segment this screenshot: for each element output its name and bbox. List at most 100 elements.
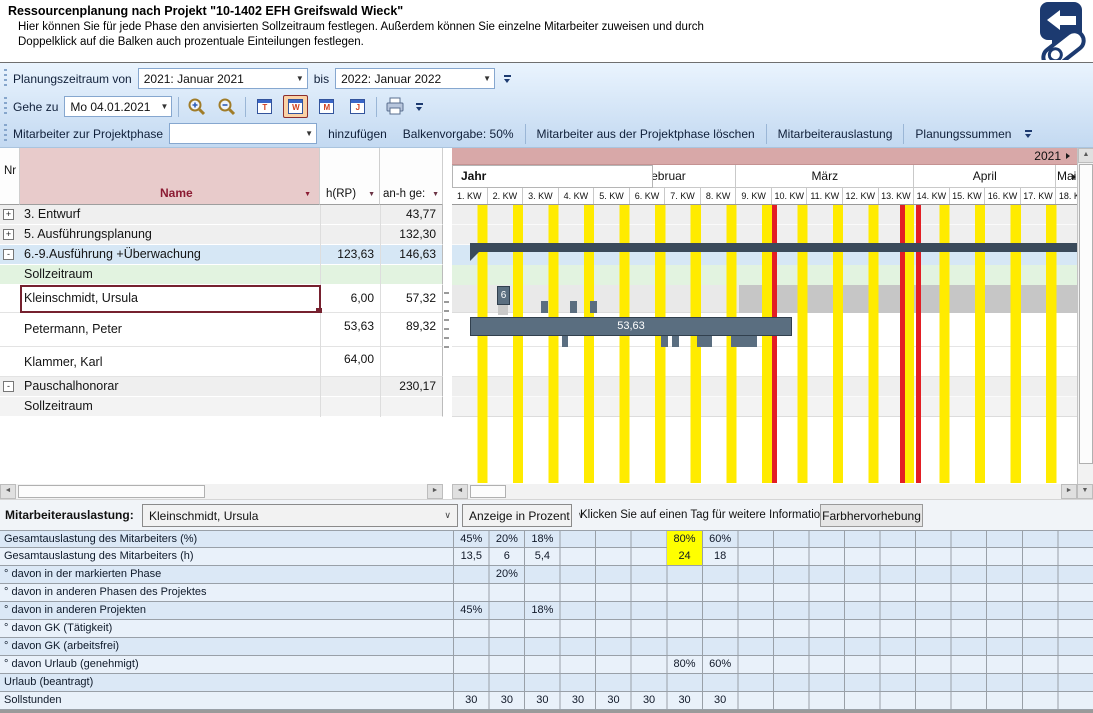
table-row[interactable]: Sollzeitraum bbox=[0, 265, 443, 285]
grid-header-anh[interactable]: an-h ge: ▼ bbox=[380, 148, 443, 205]
utilization-cell[interactable]: 30 bbox=[714, 694, 727, 706]
table-row[interactable]: Sollzeitraum bbox=[0, 397, 443, 417]
hscrollbar-thumb[interactable] bbox=[18, 485, 205, 498]
collapse-icon[interactable]: - bbox=[3, 381, 14, 392]
goto-date-select[interactable]: Mo 04.01.2021 ▼ bbox=[64, 96, 173, 117]
utilization-cell-highlighted[interactable]: 24 bbox=[667, 548, 702, 565]
zoom-out-button[interactable] bbox=[215, 96, 239, 118]
gantt-body[interactable]: 6 53,63 bbox=[452, 205, 1077, 483]
table-row[interactable]: Urlaub (beantragt) bbox=[0, 674, 1093, 692]
view-day-button[interactable]: T bbox=[252, 95, 277, 118]
utilization-cell[interactable]: 80% bbox=[673, 658, 696, 670]
planning-period-from-select[interactable]: 2021: Januar 2021 ▼ bbox=[137, 68, 308, 89]
utilization-cell[interactable]: 30 bbox=[571, 694, 585, 706]
utilization-cell[interactable]: 60% bbox=[709, 533, 732, 545]
table-row[interactable]: ° davon in anderen Phasen des Projektes bbox=[0, 584, 1093, 602]
zoom-in-button[interactable] bbox=[185, 96, 209, 118]
toolbar-overflow-icon[interactable] bbox=[413, 102, 425, 111]
phase-employee-select[interactable]: ▼ bbox=[169, 123, 318, 144]
utilization-cell[interactable]: 18% bbox=[531, 604, 554, 616]
gantt-week-band[interactable]: 1. KW 2. KW 3. KW 4. KW 5. KW 6. KW 7. KW 8. KW… bbox=[452, 188, 1077, 205]
collapse-icon[interactable]: - bbox=[3, 249, 14, 260]
vscrollbar-thumb[interactable] bbox=[1079, 164, 1093, 464]
utilization-cell[interactable]: 6 bbox=[503, 550, 510, 562]
toolbar-grip[interactable] bbox=[4, 123, 7, 144]
table-row[interactable]: - Pauschalhonorar 230,17 bbox=[0, 377, 443, 397]
delete-employee-button[interactable]: Mitarbeiter aus der Projektphase löschen bbox=[536, 126, 755, 141]
utilization-cell[interactable]: 18 bbox=[714, 550, 727, 562]
gantt-vscrollbar[interactable]: ▲ bbox=[1077, 148, 1093, 484]
toolbar-overflow-icon[interactable] bbox=[501, 74, 513, 83]
grid-header-hrp[interactable]: h(RP) ▼ bbox=[320, 148, 380, 205]
bar-default-button[interactable]: Balkenvorgabe: 50% bbox=[402, 126, 514, 141]
utilization-cell-highlighted[interactable]: 80% bbox=[667, 531, 702, 548]
hscrollbar-thumb[interactable] bbox=[470, 485, 506, 498]
utilization-cell[interactable]: 30 bbox=[465, 694, 478, 706]
timescale-jahr-overlay[interactable]: Jahr bbox=[452, 165, 653, 188]
expand-icon[interactable]: + bbox=[3, 209, 14, 220]
employee-utilization-button[interactable]: Mitarbeiterauslastung bbox=[777, 126, 893, 141]
table-row[interactable]: Gesamtauslastung des Mitarbeiters (%) 45… bbox=[0, 530, 1093, 548]
utilization-cell[interactable]: 5,4 bbox=[534, 550, 551, 562]
scroll-down-icon[interactable]: ▼ bbox=[1077, 484, 1093, 499]
utilization-cell[interactable]: 18% bbox=[531, 533, 554, 545]
table-row[interactable]: Gesamtauslastung des Mitarbeiters (h) 13… bbox=[0, 548, 1093, 566]
utilization-cell[interactable]: 20% bbox=[495, 533, 518, 545]
view-week-button[interactable]: W bbox=[283, 95, 309, 118]
grid-hscrollbar[interactable]: ◄ ► bbox=[0, 484, 443, 499]
splitter-handle[interactable] bbox=[444, 292, 449, 348]
phase-summary-bar[interactable] bbox=[470, 243, 1077, 252]
scroll-left-icon[interactable]: ◄ bbox=[452, 484, 468, 499]
expand-icon[interactable]: + bbox=[3, 229, 14, 240]
gantt-hscrollbar[interactable]: ◄ ► bbox=[452, 484, 1077, 499]
utilization-cell[interactable]: 20% bbox=[495, 568, 518, 580]
grid-header-nr[interactable]: Nr bbox=[0, 148, 20, 205]
utilization-cell[interactable]: 30 bbox=[500, 694, 513, 706]
print-button[interactable] bbox=[383, 96, 407, 118]
gantt-year-band[interactable]: 2021 bbox=[452, 148, 1077, 165]
kleinschmidt-hours-bar[interactable]: 6 bbox=[497, 286, 510, 305]
scroll-up-icon[interactable]: ▲ bbox=[1078, 148, 1093, 163]
view-month-button[interactable]: M bbox=[314, 95, 339, 118]
table-row[interactable]: Klammer, Karl 64,00 bbox=[0, 347, 443, 377]
scroll-right-icon[interactable] bbox=[1066, 153, 1070, 159]
table-row[interactable]: ° davon GK (arbeitsfrei) bbox=[0, 638, 1093, 656]
scroll-right-icon[interactable]: ► bbox=[1061, 484, 1077, 499]
utilization-cell[interactable]: 45% bbox=[460, 533, 483, 545]
table-row[interactable]: ° davon GK (Tätigkeit) bbox=[0, 620, 1093, 638]
display-mode-select[interactable]: Anzeige in Prozent ∨ bbox=[462, 504, 584, 527]
table-row[interactable]: Kleinschmidt, Ursula 6,00 57,32 bbox=[0, 285, 443, 314]
utilization-employee-select[interactable]: Kleinschmidt, Ursula ∨ bbox=[142, 504, 458, 527]
scroll-right-icon[interactable] bbox=[1072, 174, 1076, 180]
utilization-cell[interactable]: 13,5 bbox=[460, 550, 482, 562]
allocation-tick[interactable] bbox=[570, 301, 577, 313]
table-row[interactable]: ° davon in der markierten Phase 20% bbox=[0, 566, 1093, 584]
toolbar-grip[interactable] bbox=[4, 68, 7, 89]
table-row[interactable]: + 5. Ausführungsplanung 132,30 bbox=[0, 225, 443, 245]
table-row[interactable]: Petermann, Peter 53,63 89,32 bbox=[0, 313, 443, 347]
color-highlight-button[interactable]: Farbhervorhebung bbox=[820, 504, 923, 527]
planning-period-to-select[interactable]: 2022: Januar 2022 ▼ bbox=[335, 68, 496, 89]
name-filter-icon[interactable]: ▼ bbox=[304, 191, 311, 198]
table-row[interactable]: Sollstunden 30 30 30 30 30 30 30 30 bbox=[0, 692, 1093, 710]
allocation-tick[interactable] bbox=[672, 336, 679, 347]
petermann-hours-bar[interactable]: 53,63 bbox=[470, 317, 792, 336]
allocation-tick[interactable] bbox=[731, 336, 757, 347]
table-row[interactable]: ° davon in anderen Projekten 45% 18% bbox=[0, 602, 1093, 620]
utilization-cell[interactable]: 30 bbox=[536, 694, 549, 706]
view-year-button[interactable]: J bbox=[345, 95, 370, 118]
anh-filter-icon[interactable]: ▼ bbox=[432, 191, 439, 198]
toolbar-overflow-icon[interactable] bbox=[1022, 129, 1034, 138]
grid-header-name[interactable]: Name ▼ bbox=[20, 148, 320, 205]
planning-sums-button[interactable]: Planungssummen bbox=[915, 126, 1012, 141]
allocation-tick[interactable] bbox=[590, 301, 597, 313]
allocation-tick[interactable] bbox=[562, 336, 568, 347]
allocation-tick[interactable] bbox=[697, 336, 712, 347]
table-row[interactable]: ° davon Urlaub (genehmigt) 80% 60% bbox=[0, 656, 1093, 674]
utilization-cell[interactable]: 60% bbox=[709, 658, 732, 670]
allocation-tick[interactable] bbox=[541, 301, 548, 313]
utilization-cell[interactable]: 30 bbox=[642, 694, 656, 706]
allocation-tick[interactable] bbox=[661, 336, 668, 347]
utilization-cell[interactable]: 30 bbox=[678, 694, 691, 706]
hrp-filter-icon[interactable]: ▼ bbox=[368, 191, 375, 198]
